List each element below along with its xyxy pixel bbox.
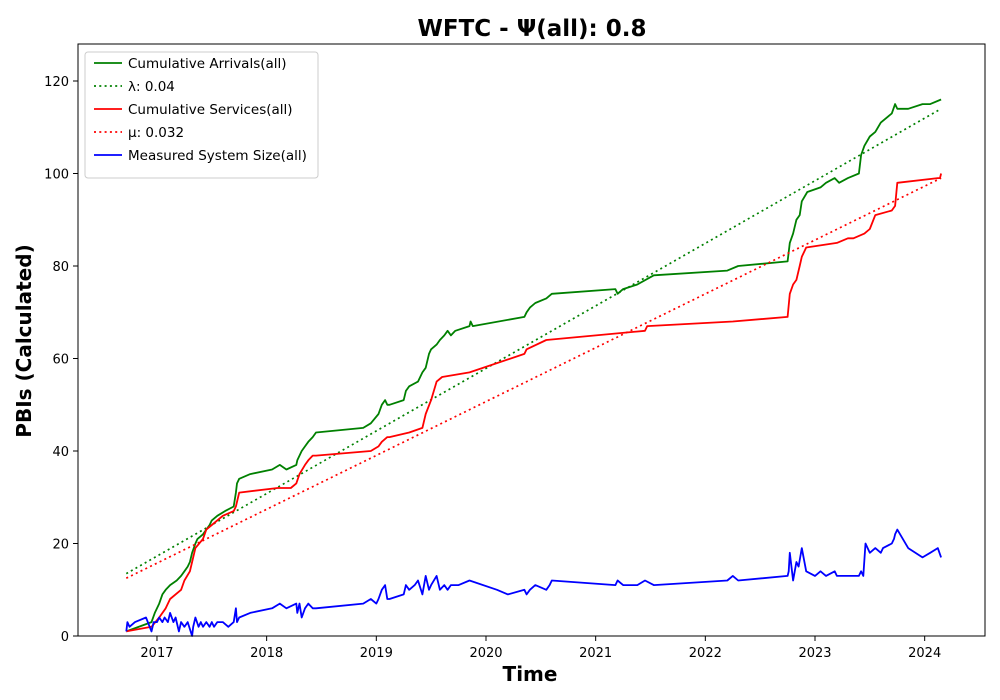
y-tick-label: 0 [61, 630, 69, 645]
legend: Cumulative Arrivals(all) λ: 0.04 Cumulativ… [84, 51, 319, 179]
x-axis: 2017 2018 2019 2020 2021 2022 2023 2024 [140, 636, 941, 661]
x-tick-label: 2024 [908, 646, 941, 661]
legend-label: Cumulative Services(all) [128, 102, 293, 118]
y-axis-title: PBIs (Calculated) [12, 244, 36, 437]
y-tick-label: 100 [44, 168, 69, 183]
y-tick-label: 80 [52, 260, 69, 275]
series-line-4 [125, 177, 942, 579]
x-tick-label: 2020 [469, 646, 502, 661]
legend-label: Cumulative Arrivals(all) [128, 56, 287, 72]
x-tick-label: 2019 [360, 646, 393, 661]
y-tick-label: 40 [52, 445, 69, 460]
series-line-2 [125, 108, 942, 575]
series-line-5 [125, 528, 942, 637]
x-tick-label: 2018 [250, 646, 283, 661]
legend-label: λ: 0.04 [128, 79, 175, 95]
legend-label: μ: 0.032 [128, 125, 184, 141]
y-axis: 0 20 40 60 80 100 120 [44, 75, 78, 645]
x-tick-label: 2021 [579, 646, 612, 661]
series-line-3 [126, 173, 942, 633]
legend-label: Measured System Size(all) [128, 148, 307, 164]
plot-area [125, 98, 942, 637]
y-tick-label: 20 [52, 538, 69, 553]
x-axis-title: Time [503, 662, 558, 686]
plot-frame [77, 43, 986, 637]
y-tick-label: 120 [44, 75, 69, 90]
legend-box [84, 51, 319, 179]
chart-title: WFTC - Ψ(all): 0.8 [417, 16, 646, 42]
x-tick-label: 2023 [798, 646, 831, 661]
x-tick-label: 2017 [140, 646, 173, 661]
y-tick-label: 60 [52, 353, 69, 368]
x-tick-label: 2022 [689, 646, 722, 661]
